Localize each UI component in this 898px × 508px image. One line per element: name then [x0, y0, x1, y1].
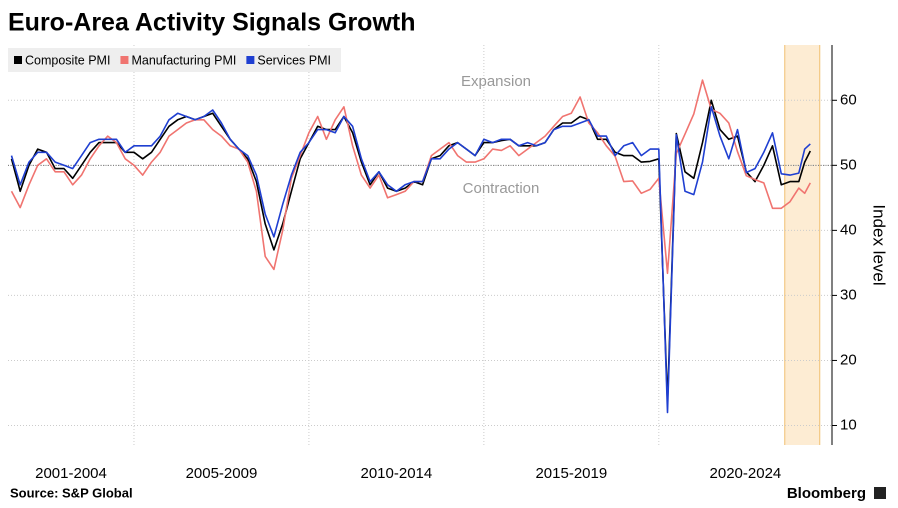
y-tick-label: 30	[840, 286, 857, 303]
y-tick-label: 20	[840, 351, 857, 368]
y-axis-label: Index level	[870, 204, 889, 285]
legend-label: Services PMI	[257, 53, 331, 67]
chart-title: Euro-Area Activity Signals Growth	[8, 9, 415, 37]
legend-swatch	[246, 56, 255, 64]
y-tick-label: 40	[840, 221, 857, 238]
annotation: Expansion	[461, 73, 531, 90]
x-period-label: 2015-2019	[535, 465, 607, 482]
brand: Bloomberg	[787, 485, 866, 502]
y-tick-label: 60	[840, 91, 857, 108]
highlight-band	[784, 45, 820, 445]
brand-icon	[874, 487, 886, 499]
x-period-label: 2010-2014	[361, 465, 433, 482]
series-line	[10, 106, 811, 414]
series-line	[10, 99, 812, 403]
y-tick-label: 50	[840, 156, 857, 173]
source: Source: S&P Global	[10, 485, 133, 500]
x-period-label: 2005-2009	[186, 465, 258, 482]
x-period-label: 2020-2024	[710, 465, 782, 482]
legend: Composite PMI Manufacturing PMI Services P…	[8, 48, 342, 72]
x-period-label: 2001-2004	[35, 465, 107, 482]
legend-swatch	[120, 56, 129, 64]
legend-label: Composite PMI	[25, 53, 110, 67]
y-tick-label: 10	[840, 416, 857, 433]
legend-box	[8, 48, 342, 72]
legend-swatch	[14, 56, 22, 64]
legend-label: Manufacturing PMI	[131, 53, 236, 67]
annotation: Contraction	[463, 180, 540, 197]
